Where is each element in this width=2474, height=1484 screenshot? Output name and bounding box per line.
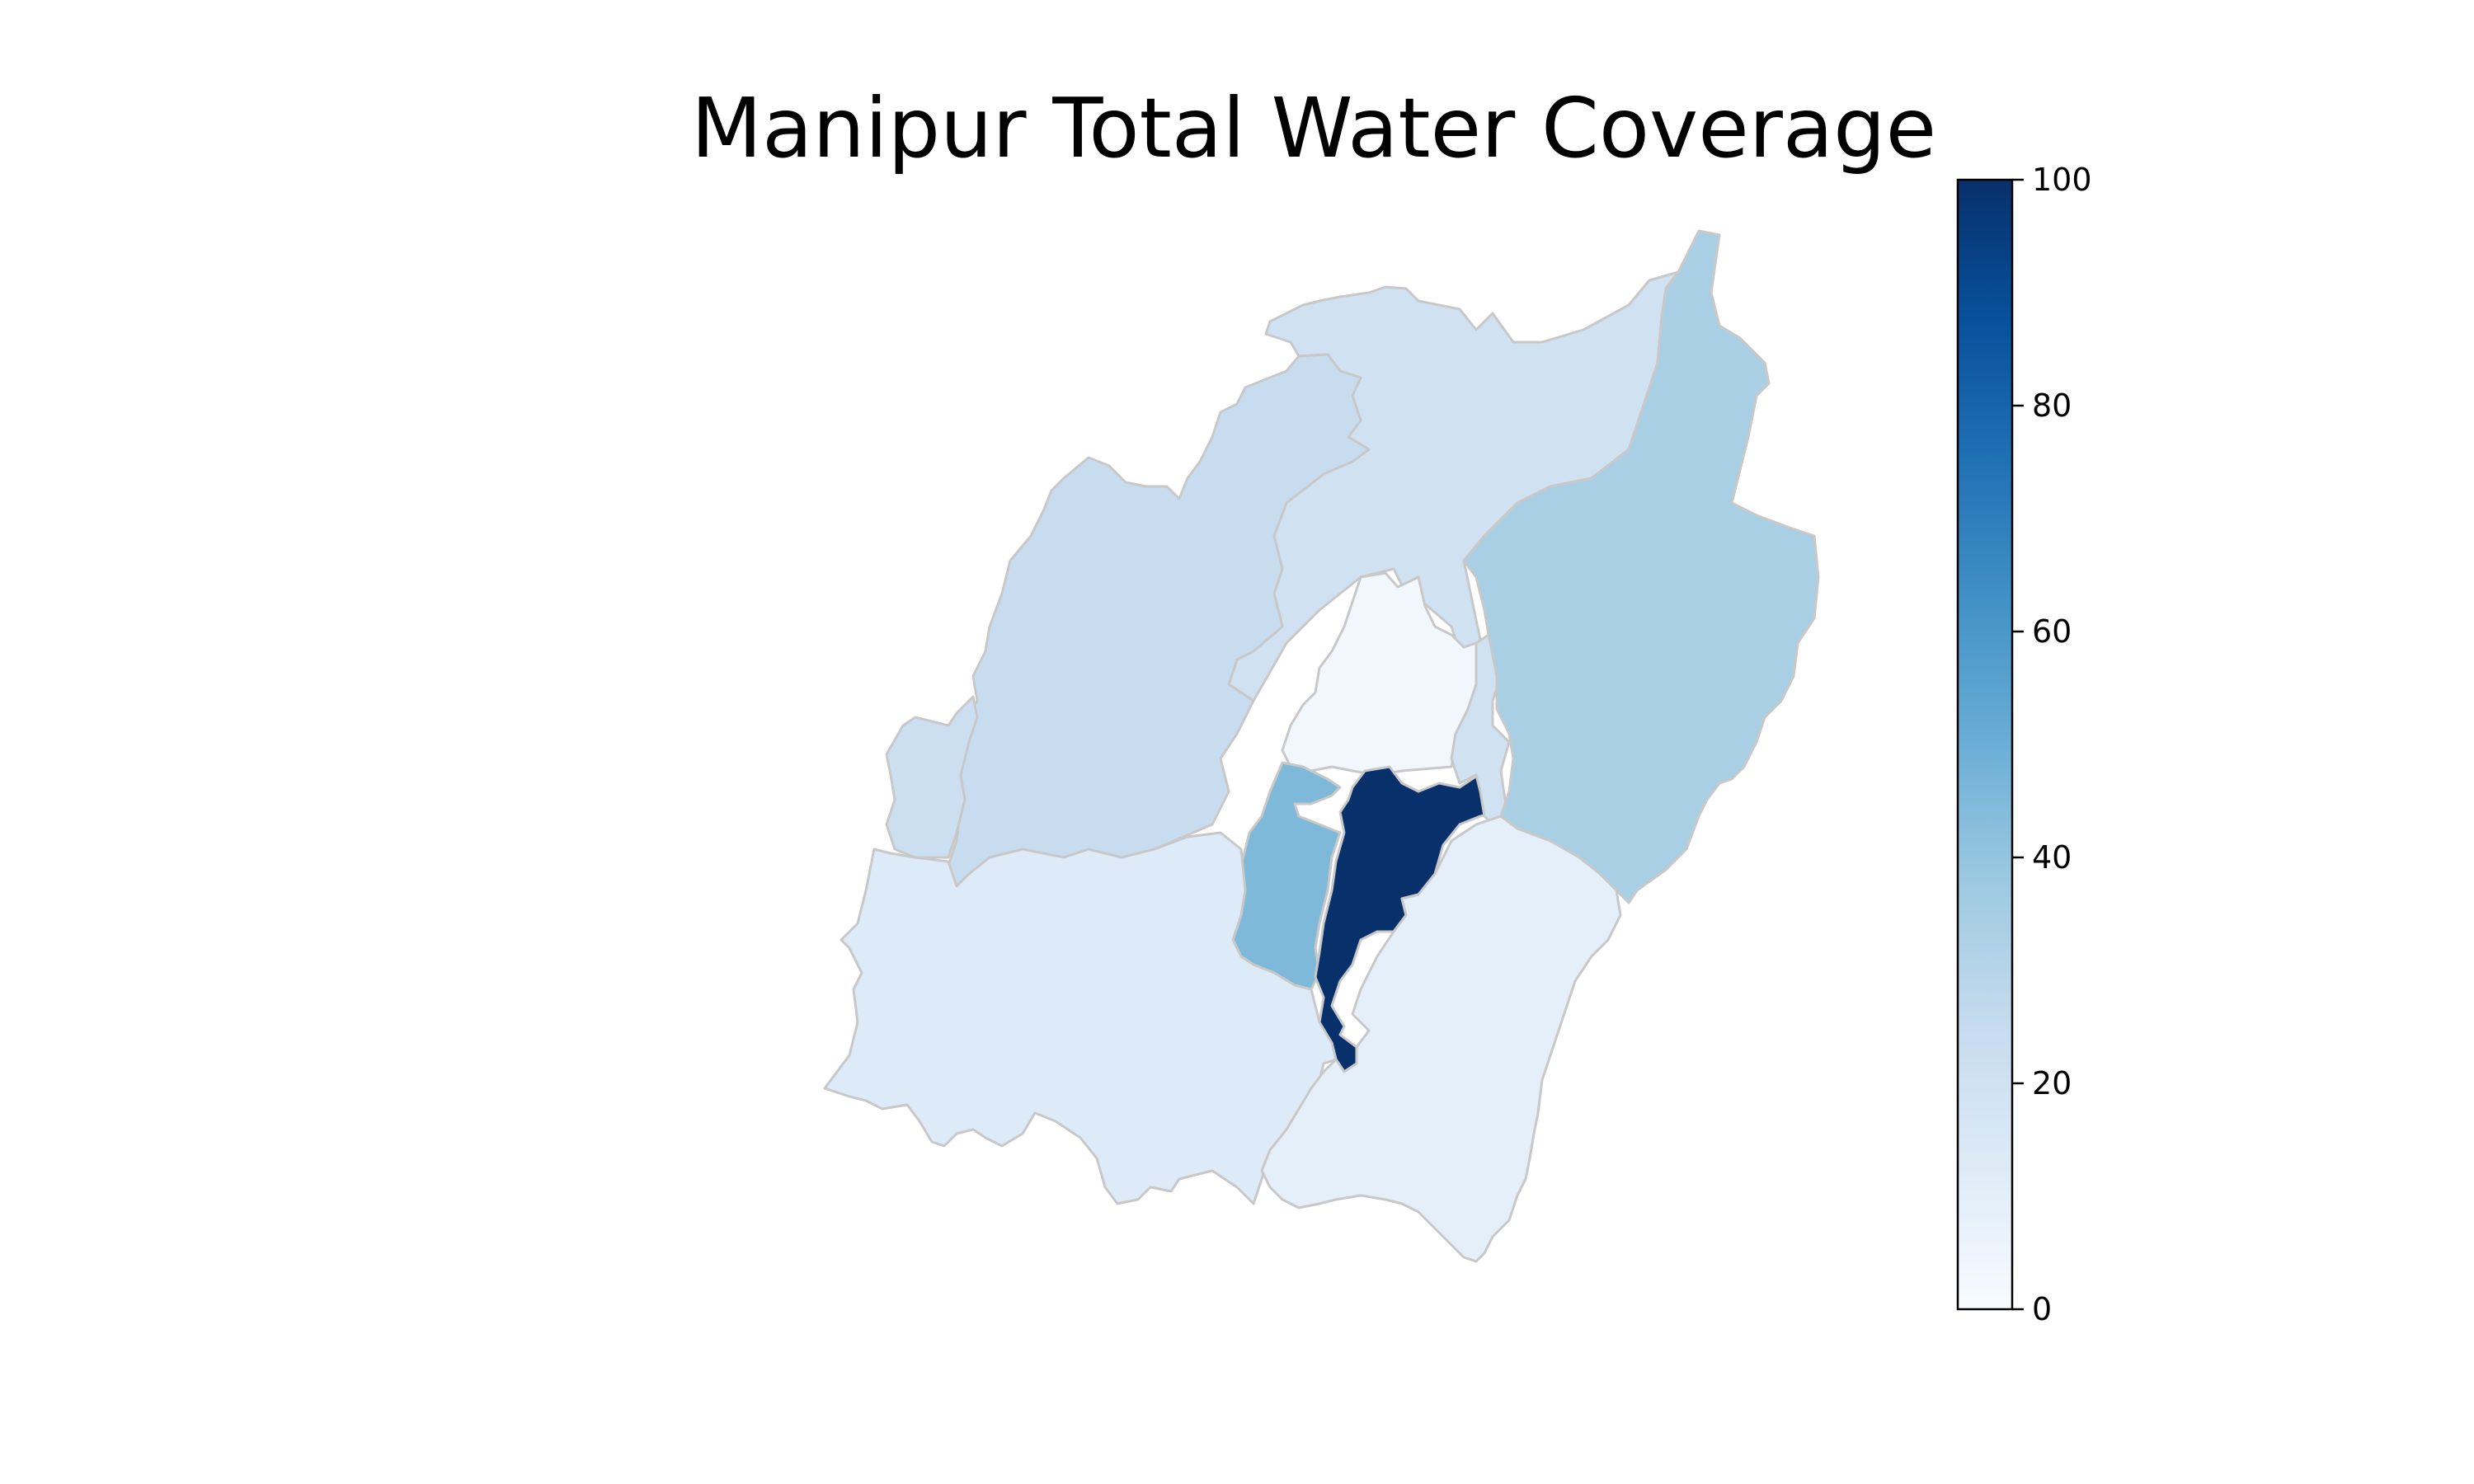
district-central-valley[interactable] [1314, 765, 1503, 1073]
colorbar-tick-label: 0 [2032, 1291, 2052, 1327]
map-title: Manipur Total Water Coverage [691, 80, 1936, 176]
district-central-north[interactable] [1281, 571, 1494, 777]
district-east[interactable] [1462, 229, 1820, 904]
district-south-west[interactable] [823, 831, 1338, 1205]
colorbar-ticks: 0 20 40 60 80 100 [2012, 162, 2092, 1327]
colorbar-tick-label: 100 [2032, 162, 2092, 198]
colorbar-tick-label: 60 [2032, 613, 2072, 650]
colorbar-tick-label: 20 [2032, 1065, 2072, 1101]
colorbar-tick-label: 80 [2032, 387, 2072, 424]
colorbar: 0 20 40 60 80 100 [1956, 162, 2092, 1327]
colorbar-gradient [1956, 178, 2014, 1311]
district-west-edge[interactable] [885, 695, 979, 859]
colorbar-tick-label: 40 [2032, 839, 2072, 876]
district-south-east[interactable] [1260, 815, 1622, 1263]
district-map [823, 229, 1820, 1263]
